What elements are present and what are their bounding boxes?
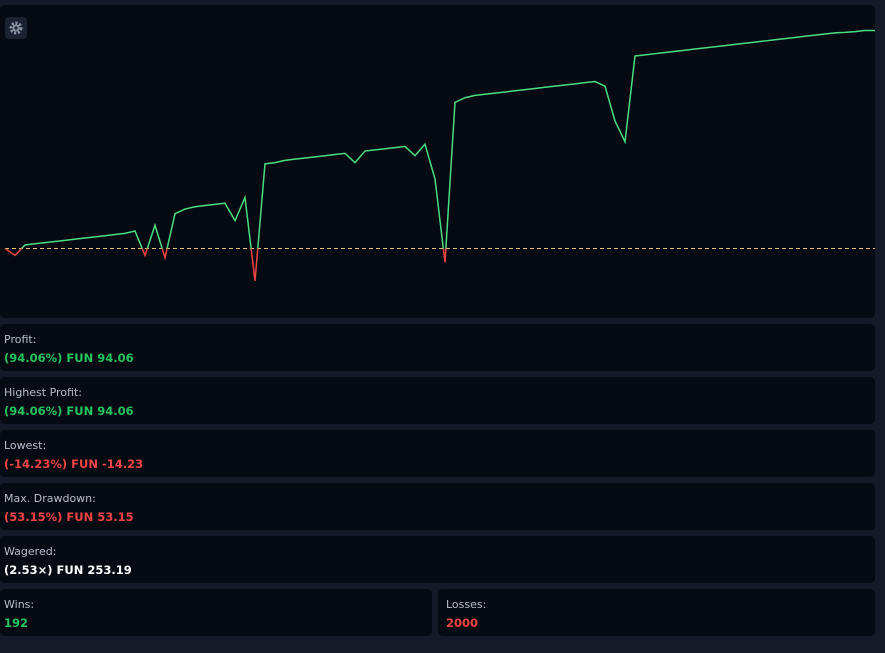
chart-panel — [0, 5, 875, 318]
wins-label: Wins: — [4, 598, 35, 611]
stat-value: (2.53×) FUN 253.19 — [4, 563, 132, 577]
losses-panel: Losses: 2000 — [438, 589, 875, 636]
stat-label: Highest Profit: — [4, 386, 82, 399]
wins-value: 192 — [4, 616, 29, 630]
stat-panel: Highest Profit: (94.06%) FUN 94.06 — [0, 377, 875, 424]
wins-panel: Wins: 192 — [0, 589, 432, 636]
stat-label: Wagered: — [4, 545, 57, 558]
stat-value: (-14.23%) FUN -14.23 — [4, 457, 144, 471]
stat-value: (94.06%) FUN 94.06 — [4, 404, 134, 418]
chart — [4, 29, 875, 281]
stat-label: Profit: — [4, 333, 37, 346]
gear-icon — [9, 21, 23, 35]
profit-line — [4, 29, 875, 281]
stat-panel: Max. Drawdown: (53.15%) FUN 53.15 — [0, 483, 875, 530]
stat-panel: Wagered: (2.53×) FUN 253.19 — [0, 536, 875, 583]
losses-value: 2000 — [446, 616, 479, 630]
stat-panel: Lowest: (-14.23%) FUN -14.23 — [0, 430, 875, 477]
stat-panel: Profit: (94.06%) FUN 94.06 — [0, 324, 875, 371]
stat-label: Max. Drawdown: — [4, 492, 96, 505]
settings-button[interactable] — [5, 17, 27, 39]
stat-value: (94.06%) FUN 94.06 — [4, 351, 134, 365]
stat-value: (53.15%) FUN 53.15 — [4, 510, 134, 524]
stat-label: Lowest: — [4, 439, 47, 452]
losses-label: Losses: — [446, 598, 487, 611]
